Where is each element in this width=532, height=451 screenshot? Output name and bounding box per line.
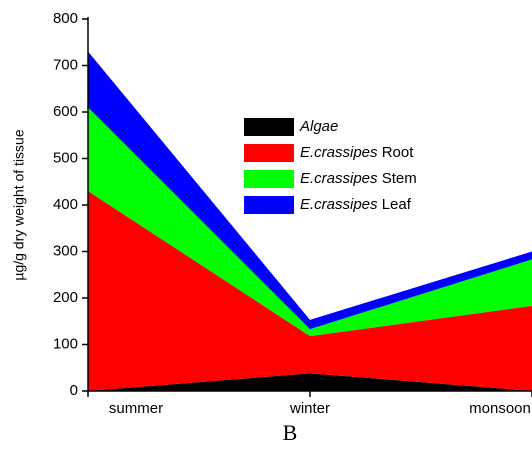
y-tick-label: 200 bbox=[53, 289, 78, 306]
area bbox=[88, 373, 532, 391]
x-tick-label: winter bbox=[289, 400, 330, 417]
x-tick-label: monsoon bbox=[469, 400, 531, 417]
y-tick-label: 800 bbox=[53, 10, 78, 27]
x-tick-label: summer bbox=[109, 400, 163, 417]
y-tick-label: 0 bbox=[70, 382, 78, 399]
legend-label: E.crassipes Leaf bbox=[300, 196, 412, 213]
y-axis-label: µg/g dry weight of tissue bbox=[11, 129, 27, 280]
y-tick-label: 600 bbox=[53, 103, 78, 120]
y-tick-label: 300 bbox=[53, 242, 78, 259]
y-tick-label: 100 bbox=[53, 335, 78, 352]
areas bbox=[88, 51, 532, 391]
legend-label: Algae bbox=[299, 118, 338, 135]
legend-swatch bbox=[244, 144, 294, 162]
area bbox=[88, 51, 532, 330]
legend-swatch bbox=[244, 196, 294, 214]
area bbox=[88, 107, 532, 337]
area bbox=[88, 191, 532, 391]
chart-subtitle: B bbox=[283, 420, 298, 445]
legend-label: E.crassipes Stem bbox=[300, 170, 417, 187]
y-tick-label: 400 bbox=[53, 196, 78, 213]
y-tick-label: 700 bbox=[53, 56, 78, 73]
legend-swatch bbox=[244, 118, 294, 136]
legend-swatch bbox=[244, 170, 294, 188]
legend-label: E.crassipes Root bbox=[300, 144, 414, 161]
y-tick-label: 500 bbox=[53, 149, 78, 166]
